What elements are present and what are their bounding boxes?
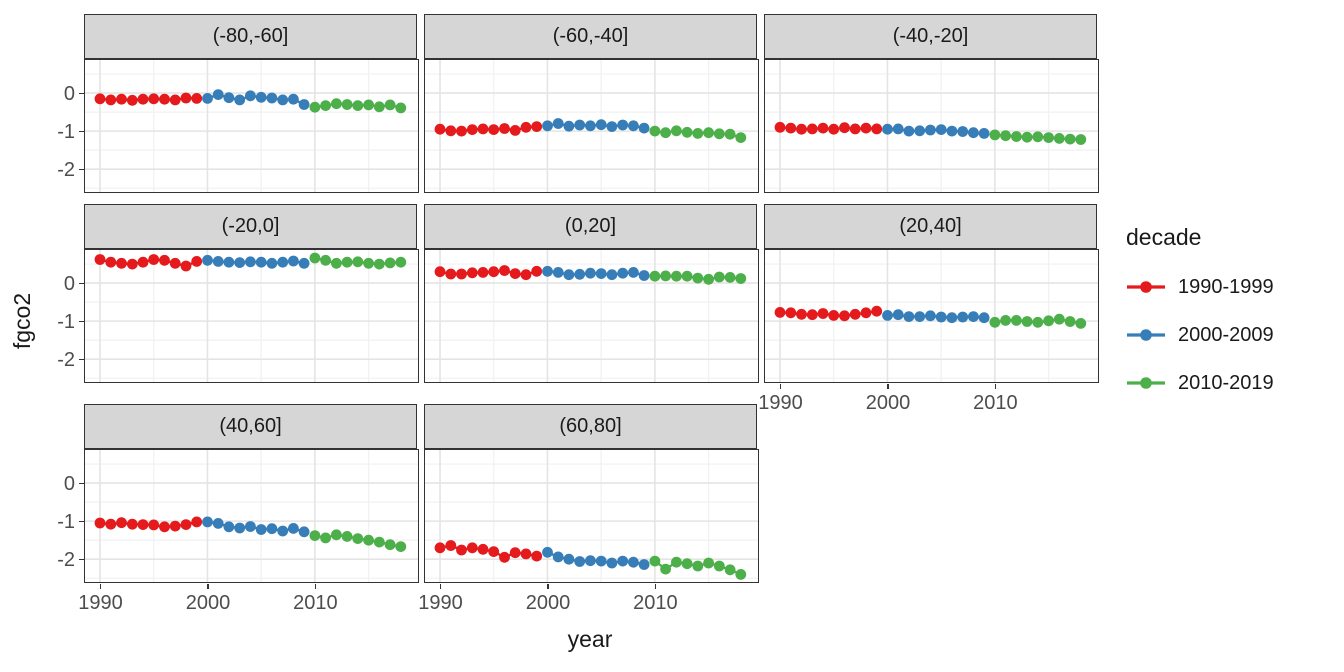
y-axis-tick-label: -2 [57, 348, 75, 371]
x-axis-tick-label: 1990 [758, 392, 803, 414]
facet-strip-label: (-60,-40] [552, 25, 629, 47]
legend: decade 1990-1999 2000-2009 2010-2019 [1126, 224, 1274, 407]
legend-key-icon [1126, 275, 1166, 299]
y-axis-title: fgco2 [9, 292, 35, 350]
x-axis-tick-label: 2010 [293, 592, 338, 614]
x-axis-tick [207, 584, 209, 589]
facet-strip-label: (-40,-20] [892, 25, 969, 47]
facet-panel [764, 59, 1099, 193]
y-axis-tick [79, 320, 84, 323]
facet-strip-label: (-80,-60] [212, 25, 289, 47]
facet-cell: (60,80] [424, 404, 759, 583]
y-axis-tick-label: -1 [57, 310, 75, 333]
y-axis-tick-label: -1 [57, 510, 75, 533]
y-axis-tick [79, 168, 84, 171]
facet-cell: (-20,0] [84, 204, 419, 383]
facet-panel [84, 449, 419, 583]
x-axis-tick [779, 384, 782, 389]
facet-strip: (20,40] [764, 204, 1097, 249]
x-axis-tick [887, 384, 889, 389]
facet-strip: (0,20] [424, 204, 757, 249]
facet-plot-area [85, 60, 418, 192]
facet-plot-area [85, 250, 418, 382]
legend-item: 2010-2019 [1126, 359, 1274, 407]
legend-item: 1990-1999 [1126, 263, 1274, 311]
facet-plot-area [425, 450, 758, 582]
legend-item: 2000-2009 [1126, 311, 1274, 359]
facet-strip: (40,60] [84, 404, 417, 449]
facet-strip-label: (60,80] [559, 415, 622, 437]
y-axis-tick-label: -2 [57, 548, 75, 571]
x-axis-tick [439, 584, 442, 589]
y-axis-tick [79, 282, 84, 285]
facet-strip: (-60,-40] [424, 14, 757, 59]
y-axis-tick-label: 0 [63, 472, 75, 495]
x-axis-tick [994, 384, 997, 389]
x-axis-tick-label: 2000 [185, 592, 231, 614]
y-axis-tick [79, 520, 84, 523]
x-axis-title: year [567, 626, 613, 652]
facet-cell: (-80,-60] [84, 14, 419, 193]
y-axis-tick-label: -2 [57, 158, 75, 181]
facet-cell: (0,20] [424, 204, 759, 383]
facet-plot-area [85, 450, 418, 582]
legend-item-label: 1990-1999 [1178, 275, 1274, 298]
y-axis-tick-label: 0 [63, 272, 75, 295]
legend-items: 1990-1999 2000-2009 2010-2019 [1126, 263, 1274, 407]
facet-strip: (60,80] [424, 404, 757, 449]
x-axis-tick-label: 1990 [78, 592, 123, 614]
facet-strip: (-80,-60] [84, 14, 417, 59]
x-axis-tick [314, 584, 317, 589]
y-axis-tick [79, 358, 84, 361]
y-axis-tick [79, 558, 84, 561]
facet-cell: (20,40] [764, 204, 1099, 383]
x-axis-tick-label: 2010 [973, 392, 1018, 414]
facet-strip: (-40,-20] [764, 14, 1097, 59]
y-axis-tick [79, 130, 84, 133]
facet-panel [424, 449, 759, 583]
facet-plot-area [425, 60, 758, 192]
facet-strip: (-20,0] [84, 204, 417, 249]
legend-key-icon [1126, 323, 1166, 347]
facet-cell: (-60,-40] [424, 14, 759, 193]
facet-panel [424, 59, 759, 193]
legend-item-label: 2000-2009 [1178, 323, 1274, 346]
facet-strip-label: (20,40] [899, 215, 962, 237]
y-axis-tick-label: -1 [57, 120, 75, 143]
facet-panel [84, 59, 419, 193]
y-axis-tick-label: 0 [63, 82, 75, 105]
y-axis-tick [79, 482, 84, 485]
x-axis-tick-label: 1990 [418, 592, 463, 614]
x-axis-tick [547, 584, 549, 589]
facet-cell: (-40,-20] [764, 14, 1099, 193]
facet-panel [84, 249, 419, 383]
facet-strip-label: (-20,0] [221, 215, 280, 237]
facet-plot-area [425, 250, 758, 382]
legend-title: decade [1126, 224, 1202, 250]
y-axis-tick [79, 92, 84, 95]
facet-plot-area [765, 60, 1098, 192]
facet-panel [424, 249, 759, 383]
facet-strip-label: (0,20] [564, 215, 617, 237]
facet-plot-area [765, 250, 1098, 382]
facet-strip-label: (40,60] [219, 415, 282, 437]
x-axis-tick-label: 2000 [525, 592, 571, 614]
x-axis-tick-label: 2000 [865, 392, 911, 414]
x-axis-tick-label: 2010 [633, 592, 678, 614]
legend-key-icon [1126, 371, 1166, 395]
x-axis-tick [654, 584, 657, 589]
legend-item-label: 2010-2019 [1178, 371, 1274, 394]
facet-panel [764, 249, 1099, 383]
facet-cell: (40,60] [84, 404, 419, 583]
x-axis-tick [99, 584, 102, 589]
